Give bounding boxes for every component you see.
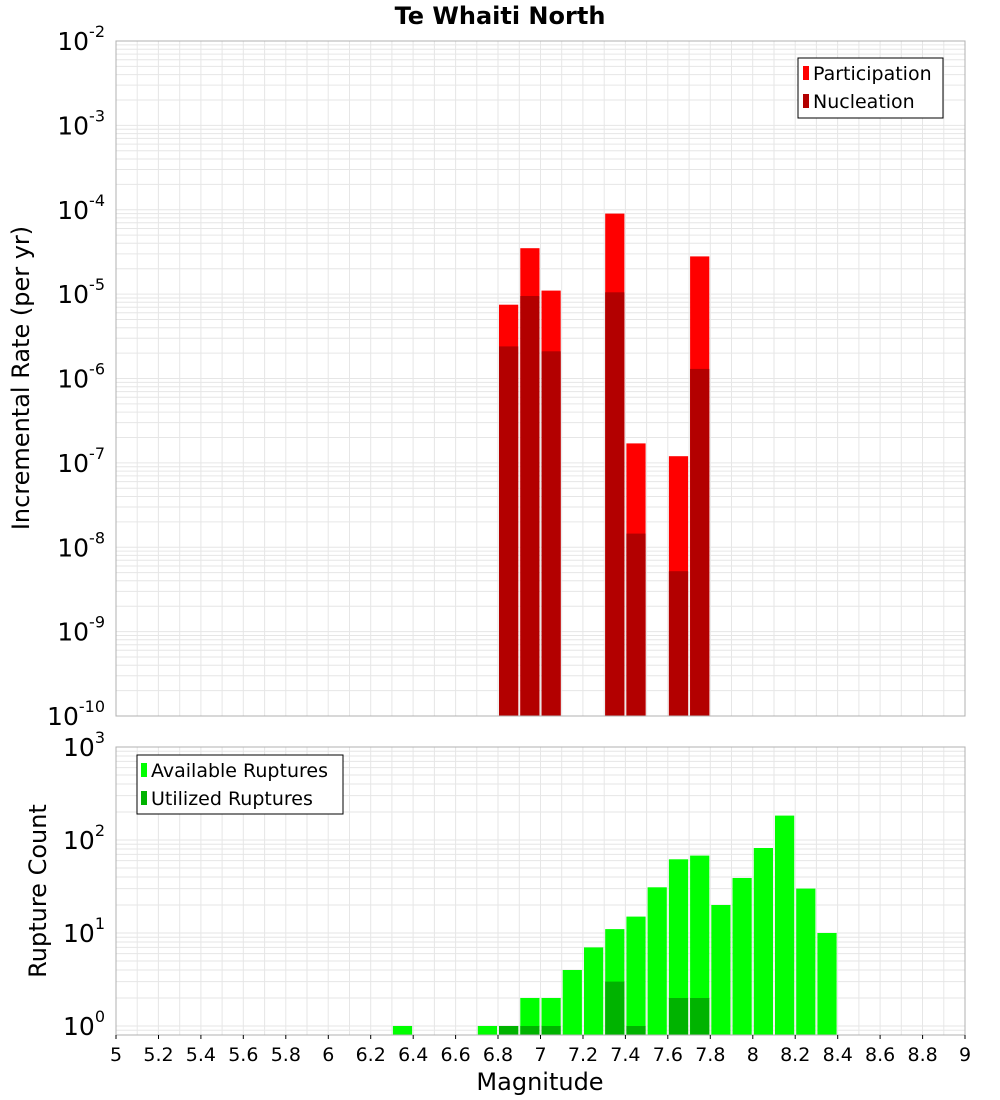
x-tick-label: 6: [322, 1044, 334, 1066]
bar-utilized: [626, 1026, 646, 1035]
x-tick-label: 9: [959, 1044, 971, 1066]
y-tick-label: 10-4: [57, 191, 105, 225]
bar-nucleation: [541, 351, 561, 716]
bar-nucleation: [499, 346, 519, 716]
x-ticks: 5 5.2 5.4 5.6 5.8 6 6.2 6.4 6.6 6.8 7 7.2 7.4 7.6 7.8 8…: [110, 1035, 971, 1066]
bar-nucleation: [520, 296, 540, 716]
bar-available: [584, 947, 604, 1035]
x-tick-label: 7.2: [568, 1044, 598, 1066]
legend-label-nucleation: Nucleation: [813, 91, 915, 113]
x-tick-label: 8.8: [907, 1044, 937, 1066]
bar-utilized: [520, 1026, 540, 1035]
bar-utilized: [668, 998, 689, 1035]
legend-label-available: Available Ruptures: [151, 760, 328, 782]
x-tick-label: 5: [110, 1044, 122, 1066]
bar-available: [732, 878, 752, 1035]
bar-available: [541, 998, 561, 1035]
rate-legend-box: [797, 57, 944, 119]
bar-utilized: [541, 1026, 561, 1035]
x-tick-label: 7: [534, 1044, 546, 1066]
bar-available: [477, 1026, 497, 1035]
x-tick-label: 5.2: [143, 1044, 173, 1066]
x-tick-label: 6.4: [398, 1044, 428, 1066]
bar-nucleation: [690, 368, 710, 716]
bar-utilized: [499, 1026, 519, 1035]
x-tick-label: 6.8: [483, 1044, 513, 1066]
rate-y-ticks: 10-10 10-9 10-8 10-7 10-6 10-5 10-4 10-3 10-2: [47, 22, 105, 731]
legend-swatch-available: [141, 763, 147, 777]
count-y-axis-label: Rupture Count: [24, 804, 52, 978]
rate-bars: [499, 213, 710, 716]
bar-available: [668, 859, 689, 1035]
count-panel: 100 101 102 103 5 5.2 5.4 5.6 5.8 6 6.2 6.4 6.6 6.8 7…: [24, 728, 971, 1096]
bar-available: [562, 970, 582, 1035]
x-tick-label: 6.2: [356, 1044, 386, 1066]
x-axis-label: Magnitude: [476, 1068, 603, 1096]
bar-available: [817, 933, 837, 1035]
y-tick-label: 100: [63, 1007, 105, 1041]
x-tick-label: 6.6: [440, 1044, 470, 1066]
bar-utilized: [605, 981, 625, 1035]
x-tick-label: 5.6: [228, 1044, 258, 1066]
y-tick-label: 103: [63, 728, 105, 762]
y-tick-label: 101: [63, 914, 105, 948]
legend-swatch-participation: [803, 66, 809, 80]
bar-nucleation: [668, 571, 689, 716]
y-tick-label: 10-6: [57, 360, 105, 394]
bar-nucleation: [626, 533, 646, 716]
x-tick-label: 7.8: [695, 1044, 725, 1066]
bar-available: [711, 905, 731, 1035]
rate-y-axis-label: Incremental Rate (per yr): [7, 226, 35, 530]
y-tick-label: 102: [63, 821, 105, 855]
bar-available: [753, 848, 773, 1035]
legend-swatch-nucleation: [803, 94, 809, 108]
chart-title: Te Whaiti North: [395, 2, 606, 30]
y-tick-label: 10-2: [57, 22, 105, 56]
x-tick-label: 5.8: [271, 1044, 301, 1066]
count-legend: Available Ruptures Utilized Ruptures: [136, 754, 344, 815]
count-legend-box: [136, 754, 344, 815]
bar-available: [520, 998, 540, 1035]
count-bars: [392, 815, 837, 1035]
x-tick-label: 8.4: [823, 1044, 853, 1066]
y-tick-label: 10-9: [57, 613, 105, 647]
rate-grid: [115, 40, 966, 717]
bar-utilized: [690, 998, 710, 1035]
rate-legend: Participation Nucleation: [797, 57, 944, 119]
bar-available: [796, 888, 816, 1035]
bar-available: [392, 1026, 413, 1035]
y-tick-label: 10-8: [57, 528, 105, 562]
count-y-ticks: 100 101 102 103: [63, 728, 105, 1041]
legend-label-utilized: Utilized Ruptures: [151, 788, 313, 810]
y-tick-label: 10-3: [57, 106, 105, 140]
rate-panel: 10-10 10-9 10-8 10-7 10-6 10-5 10-4 10-3 10-2 In…: [7, 22, 966, 731]
x-tick-label: 8.2: [780, 1044, 810, 1066]
x-tick-label: 8.6: [865, 1044, 895, 1066]
y-tick-label: 10-7: [57, 444, 105, 478]
legend-label-participation: Participation: [813, 63, 932, 85]
legend-swatch-utilized: [141, 791, 147, 805]
rate-plot-border: [115, 40, 966, 717]
x-tick-label: 5.4: [186, 1044, 216, 1066]
bar-nucleation: [605, 292, 625, 716]
x-tick-label: 7.4: [610, 1044, 640, 1066]
bar-available: [775, 815, 795, 1035]
y-tick-label: 10-10: [47, 697, 105, 731]
y-tick-label: 10-5: [57, 275, 105, 309]
x-tick-label: 7.6: [653, 1044, 683, 1066]
bar-available: [626, 916, 646, 1035]
bar-available: [647, 887, 667, 1035]
x-tick-label: 8: [747, 1044, 759, 1066]
bar-available: [690, 855, 710, 1035]
